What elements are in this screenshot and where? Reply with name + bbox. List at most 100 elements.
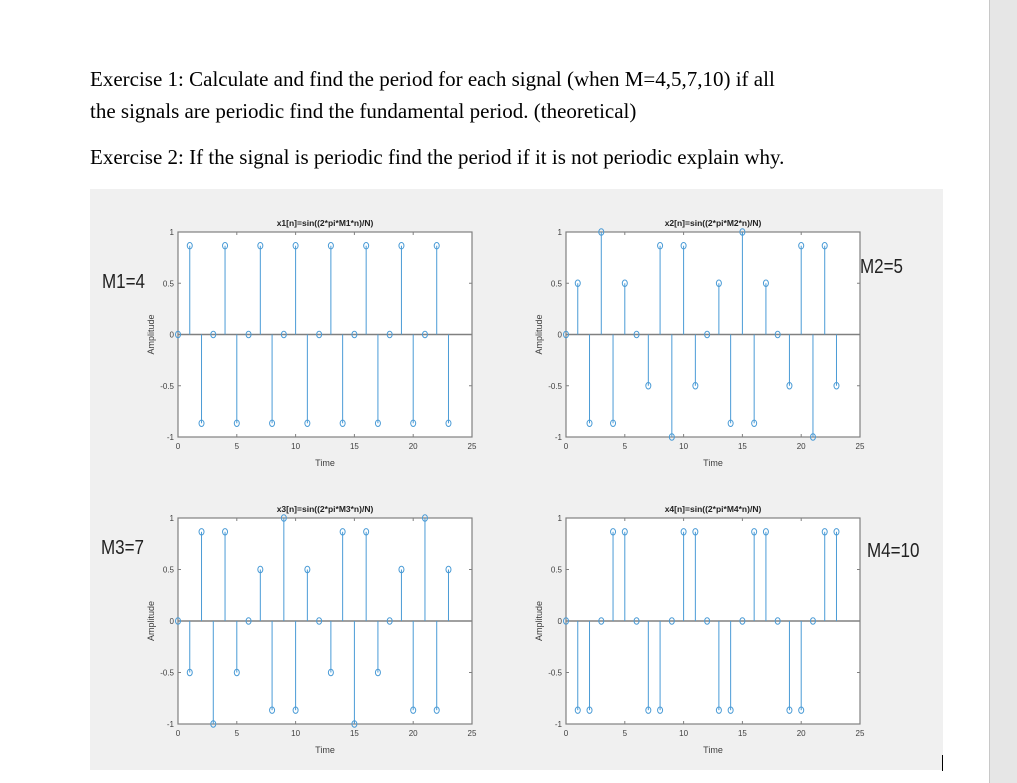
x-tick-label: 0: [176, 729, 181, 738]
stem-marker: [351, 720, 358, 728]
stem-marker: [245, 617, 252, 625]
x-tick-label: 5: [235, 729, 240, 738]
stem-marker: [610, 528, 617, 536]
x-axis-label: Time: [315, 745, 335, 755]
x-tick-label: 25: [468, 442, 477, 451]
x-axis-label: Time: [703, 745, 723, 755]
y-tick-label: 1: [170, 228, 175, 237]
stem-marker: [233, 419, 240, 427]
stem-marker: [222, 242, 229, 250]
stem-marker: [633, 617, 640, 625]
plot-title: x3[n]=sin((2*pi*M3*n)/N): [277, 504, 374, 514]
stem-marker: [269, 706, 276, 714]
stem-marker: [410, 706, 417, 714]
stem-marker: [598, 228, 605, 236]
exercise-1-line-1: Exercise 1: Calculate and find the perio…: [90, 67, 775, 91]
y-tick-label: 0.5: [163, 566, 175, 575]
y-tick-label: 0.5: [551, 279, 563, 288]
stem-marker: [175, 330, 181, 339]
x-tick-label: 0: [176, 442, 181, 451]
stem-marker: [762, 279, 769, 287]
annotation-m4: M4=10: [867, 540, 920, 562]
stem-marker: [821, 242, 828, 250]
plot-title: x1[n]=sin((2*pi*M1*n)/N): [277, 218, 374, 228]
stem-marker: [327, 242, 334, 250]
x-tick-label: 20: [409, 729, 418, 738]
x-tick-label: 25: [856, 442, 865, 451]
stem-marker: [327, 668, 334, 677]
stem-marker: [798, 706, 805, 714]
stem-marker: [692, 382, 699, 390]
stem-marker: [833, 528, 840, 536]
stem-marker: [210, 720, 217, 728]
plot-title: x2[n]=sin((2*pi*M2*n)/N): [665, 218, 762, 228]
stem-marker: [704, 330, 711, 339]
y-tick-label: 0.5: [163, 279, 175, 288]
x-tick-label: 10: [679, 729, 688, 738]
annotation-m3: M3=7: [101, 537, 145, 559]
y-axis-label: Amplitude: [146, 314, 156, 354]
stem-marker: [339, 528, 346, 536]
stem-marker: [610, 419, 617, 427]
stem-marker: [668, 617, 675, 625]
stem-marker: [398, 242, 405, 250]
stem-marker: [786, 706, 793, 714]
stem-marker: [386, 330, 393, 339]
stem-plot-2: 0 5 10 15 20 25 -1 -0.5 0 0.5 1 x2[n]=sin((2*pi*M2*…: [534, 218, 865, 468]
stem-plot-4: 0 5 10 15 20 25 -1 -0.5 0 0.5 1 x4[n]=sin((2*pi*M4*…: [534, 504, 865, 755]
stem-marker: [809, 433, 816, 441]
y-tick-label: -0.5: [548, 669, 562, 678]
stem-marker: [316, 617, 323, 625]
stem-marker: [762, 528, 769, 536]
text-cursor: [942, 755, 943, 771]
stem-marker: [186, 668, 193, 677]
stem-marker: [774, 330, 781, 339]
x-tick-label: 15: [738, 729, 747, 738]
stem-marker: [280, 330, 287, 339]
stem-marker: [445, 565, 452, 574]
y-tick-label: -0.5: [160, 382, 174, 391]
matlab-figure-image: 0 5 10 15 20 25 -1 -0.5 0 0.5 1 x1[n]=sin((2*pi*M1*…: [90, 189, 943, 770]
stem-marker: [645, 706, 652, 714]
x-tick-label: 10: [679, 442, 688, 451]
stem-marker: [374, 668, 381, 677]
plot-title: x4[n]=sin((2*pi*M4*n)/N): [665, 504, 762, 514]
stem-marker: [351, 330, 358, 339]
stem-marker: [563, 617, 569, 625]
y-tick-label: -1: [167, 720, 175, 729]
stem-marker: [704, 617, 711, 625]
stem-marker: [304, 419, 311, 427]
stem-marker: [680, 528, 687, 536]
stem-marker: [786, 382, 793, 390]
y-axis-label: Amplitude: [534, 601, 544, 641]
x-tick-label: 10: [291, 729, 300, 738]
stem-marker: [739, 228, 746, 236]
stem-marker: [398, 565, 405, 574]
stem-marker: [586, 706, 593, 714]
y-axis-label: Amplitude: [534, 314, 544, 354]
stem-marker: [692, 528, 699, 536]
stem-marker: [410, 419, 417, 427]
x-tick-label: 20: [797, 729, 806, 738]
x-tick-label: 5: [623, 729, 628, 738]
stem-marker: [175, 617, 181, 625]
y-tick-label: -0.5: [548, 382, 562, 391]
stem-marker: [751, 528, 758, 536]
stem-marker: [269, 419, 276, 427]
stem-marker: [798, 242, 805, 250]
stem-marker: [257, 565, 264, 574]
stem-marker: [363, 242, 370, 250]
y-tick-label: 0: [170, 617, 175, 626]
stem-marker: [445, 419, 452, 427]
stem-marker: [657, 242, 664, 250]
stem-marker: [574, 279, 581, 287]
y-tick-label: 0.5: [551, 566, 563, 575]
x-tick-label: 5: [623, 442, 628, 451]
stem-marker: [598, 617, 605, 625]
stem-marker: [751, 419, 758, 427]
x-tick-label: 25: [856, 729, 865, 738]
y-tick-label: 1: [558, 514, 563, 523]
side-panel: [989, 0, 1017, 783]
stem-marker: [727, 706, 734, 714]
y-tick-label: -1: [167, 433, 175, 442]
